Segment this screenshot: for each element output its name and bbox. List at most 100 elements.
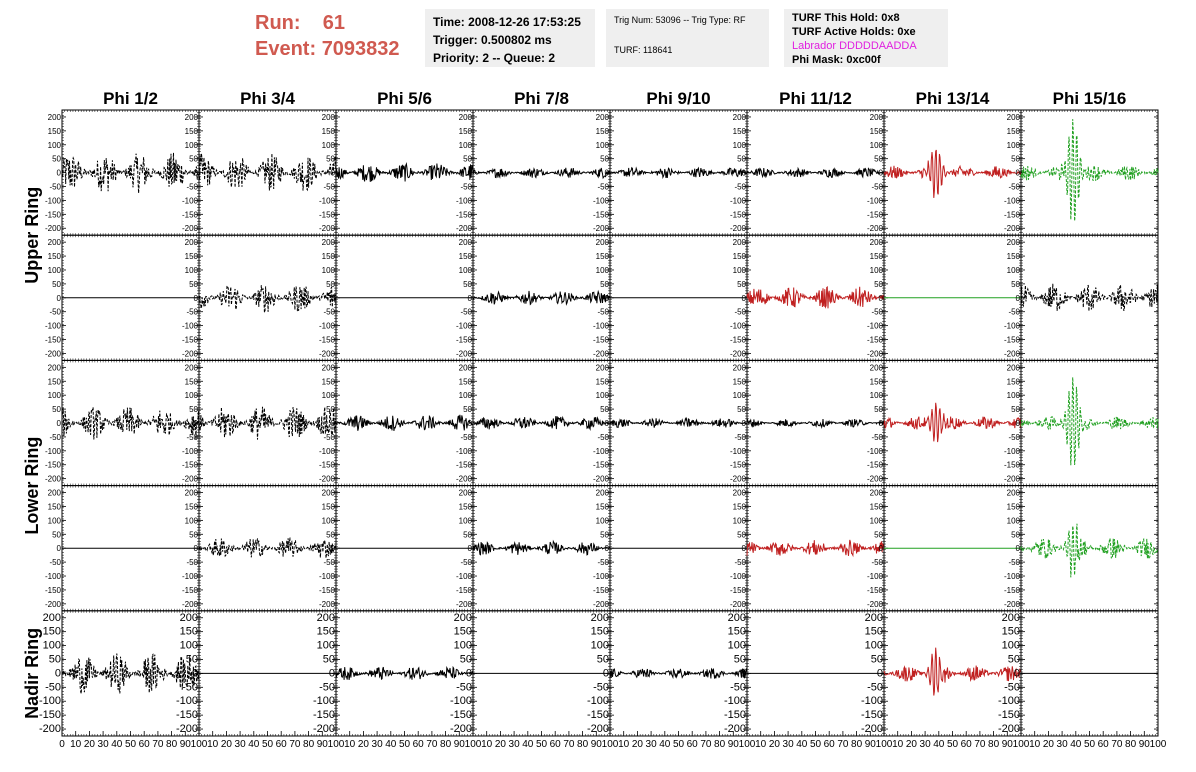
y-tick-label: -100: [867, 322, 884, 331]
column-header-2: Phi 3/4: [240, 89, 295, 108]
y-tick-label: 200: [733, 238, 747, 247]
y-tick-label: -50: [734, 308, 746, 317]
y-tick-label: -50: [186, 433, 198, 442]
waveform-trace: [198, 406, 337, 440]
labrador-text: Labrador DDDDDAADDA: [792, 39, 948, 53]
y-tick-label: 150: [185, 377, 199, 386]
y-tick-label: -50: [871, 308, 883, 317]
y-tick-label: -150: [593, 336, 610, 345]
column-header-4: Phi 7/8: [514, 89, 569, 108]
y-tick-label: -200: [593, 475, 610, 484]
row-label-1: Upper Ring: [22, 187, 42, 284]
row-label-2: Lower Ring: [22, 437, 42, 535]
y-tick-label: 0: [331, 169, 336, 178]
y-tick-label: -200: [319, 224, 336, 233]
y-tick-label: -150: [456, 461, 473, 470]
y-tick-label: -150: [319, 210, 336, 219]
event-value: 7093832: [322, 38, 400, 60]
y-tick-label: -100: [45, 322, 62, 331]
y-tick-label: -150: [456, 336, 473, 345]
y-tick-label: -150: [182, 461, 199, 470]
y-tick-label: -200: [867, 349, 884, 358]
time-info-box: Time: 2008-12-26 17:53:25 Trigger: 0.500…: [425, 9, 595, 67]
y-tick-label: 200: [733, 363, 747, 372]
y-tick-label: -100: [45, 447, 62, 456]
y-tick-label: 150: [48, 377, 62, 386]
y-tick-label: -50: [597, 433, 609, 442]
y-tick-label: -150: [867, 336, 884, 345]
y-tick-label: -200: [867, 475, 884, 484]
column-header-8: Phi 15/16: [1053, 89, 1127, 108]
y-tick-label: 0: [742, 169, 747, 178]
waveform-trace: [198, 285, 337, 314]
y-tick-label: -50: [734, 183, 746, 192]
y-tick-label: 0: [331, 294, 336, 303]
y-tick-label: 100: [733, 266, 747, 275]
y-tick-label: 50: [600, 405, 609, 414]
y-tick-label: 200: [322, 363, 336, 372]
y-tick-label: 0: [331, 419, 336, 428]
waveform-trace: [472, 289, 611, 306]
y-tick-label: 200: [1007, 238, 1021, 247]
y-tick-label: 150: [596, 127, 610, 136]
y-tick-label: 0: [605, 169, 610, 178]
y-tick-label: 100: [185, 391, 199, 400]
y-tick-label: 200: [185, 238, 199, 247]
y-tick-label: -100: [730, 322, 747, 331]
y-tick-label: 100: [733, 391, 747, 400]
waveform-trace: [335, 414, 474, 431]
y-tick-label: -100: [182, 447, 199, 456]
trigger-text: Trigger: 0.500802 ms: [433, 31, 595, 49]
y-tick-label: 150: [459, 252, 473, 261]
y-tick-label: -100: [1004, 322, 1021, 331]
event-label: Event:: [255, 38, 316, 60]
y-tick-label: -50: [460, 308, 472, 317]
y-tick-label: -200: [593, 224, 610, 233]
y-tick-label: 200: [459, 113, 473, 122]
y-tick-label: 50: [737, 280, 746, 289]
waveform-trace: [198, 153, 337, 192]
y-tick-label: 50: [52, 280, 61, 289]
run-event-header: Run: 61 Event: 7093832: [255, 10, 400, 62]
y-tick-label: 100: [48, 391, 62, 400]
time-text: Time: 2008-12-26 17:53:25: [433, 13, 595, 31]
y-tick-label: 200: [459, 238, 473, 247]
y-tick-label: 150: [48, 252, 62, 261]
y-tick-label: -100: [867, 447, 884, 456]
y-tick-label: -200: [182, 224, 199, 233]
y-tick-label: 200: [48, 363, 62, 372]
y-tick-label: 100: [185, 266, 199, 275]
y-tick-label: 100: [459, 391, 473, 400]
y-tick-label: 200: [596, 363, 610, 372]
y-tick-label: -50: [323, 308, 335, 317]
y-tick-label: -150: [1004, 336, 1021, 345]
waveform-trace: [746, 418, 885, 429]
y-tick-label: 200: [185, 363, 199, 372]
y-tick-label: -50: [323, 433, 335, 442]
waveform-trace: [746, 166, 885, 179]
y-tick-label: 0: [468, 169, 473, 178]
y-tick-label: 50: [326, 405, 335, 414]
y-tick-label: 150: [322, 252, 336, 261]
y-tick-label: 150: [733, 127, 747, 136]
y-tick-label: 100: [870, 266, 884, 275]
y-tick-label: -50: [49, 183, 61, 192]
y-tick-label: -50: [460, 433, 472, 442]
y-tick-label: 150: [870, 252, 884, 261]
y-tick-label: 100: [870, 391, 884, 400]
y-tick-label: -100: [456, 196, 473, 205]
y-tick-label: 100: [1007, 266, 1021, 275]
y-tick-label: -200: [730, 224, 747, 233]
y-tick-label: 50: [737, 405, 746, 414]
y-tick-label: -100: [182, 196, 199, 205]
y-tick-label: -50: [49, 433, 61, 442]
y-tick-label: 100: [459, 266, 473, 275]
y-tick-label: -200: [319, 475, 336, 484]
y-tick-label: 50: [463, 280, 472, 289]
y-tick-label: -50: [186, 308, 198, 317]
y-tick-label: 0: [57, 419, 62, 428]
y-tick-label: 100: [322, 141, 336, 150]
y-tick-label: 0: [194, 169, 199, 178]
y-tick-label: -100: [319, 322, 336, 331]
